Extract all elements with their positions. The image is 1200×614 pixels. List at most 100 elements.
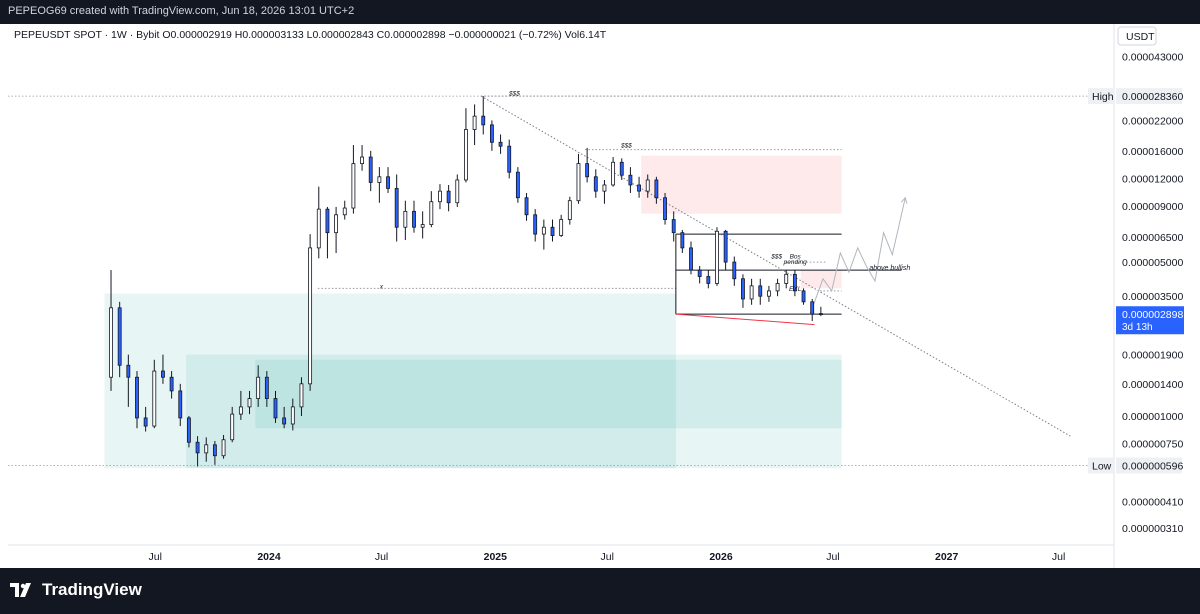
candle-body-down: [801, 290, 806, 303]
candle: [741, 274, 745, 308]
tradingview-brand: TradingView: [42, 580, 142, 599]
candle: [593, 169, 598, 198]
candle-body-up: [645, 179, 650, 192]
tradingview-logo-icon: [10, 583, 31, 597]
candle: [481, 96, 486, 135]
candle-body-down: [273, 398, 278, 419]
candle-body-up: [420, 224, 425, 228]
candle: [715, 227, 719, 286]
candle: [663, 192, 667, 225]
candle: [169, 371, 174, 399]
price-marker-value-box: [1116, 457, 1182, 474]
candle-body-up: [230, 413, 235, 441]
candle: [212, 440, 217, 465]
candle-body-down: [135, 376, 139, 419]
candle: [507, 139, 512, 179]
candle-body-down: [412, 210, 416, 228]
candle: [342, 200, 347, 220]
candle: [273, 390, 278, 423]
price-tick-label: 0.000005000: [1122, 257, 1183, 269]
candle-body-up: [256, 376, 261, 399]
candle: [567, 196, 572, 225]
candle-body-up: [749, 285, 754, 300]
last-price-countdown: 3d 13h: [1122, 322, 1153, 333]
candle: [559, 214, 564, 237]
time-tick-label: Jul: [1052, 551, 1065, 563]
candle-body-up: [541, 226, 546, 235]
candle-body-down: [169, 376, 174, 392]
candle-body-down: [195, 441, 200, 454]
candle: [801, 288, 806, 305]
candle-body-down: [697, 269, 702, 277]
price-axis: 0.000043000 0.000022000 0.000016000 0.00001…: [1088, 51, 1184, 535]
candle: [602, 179, 607, 204]
candle-body-down: [585, 163, 590, 178]
candle-body-up: [775, 283, 780, 292]
candle: [611, 157, 616, 187]
candle: [758, 278, 763, 305]
candle-body-up: [602, 184, 607, 192]
candle-body-up: [299, 383, 304, 408]
price-marker-value: 0.000028360: [1122, 91, 1183, 103]
time-tick-label: Jul: [375, 551, 388, 563]
candle: [308, 234, 313, 391]
supply-zone: [800, 270, 842, 289]
candle-body-up: [247, 398, 252, 408]
candle-body-down: [654, 179, 659, 199]
symbol-ohlc-line: PEPEUSDT SPOT · 1W · Bybit O0.000002919 …: [14, 29, 607, 41]
candle: [464, 108, 468, 183]
price-marker-value-box: [1116, 88, 1182, 105]
candle: [412, 200, 416, 233]
candle-body-up: [351, 163, 356, 209]
candle: [420, 211, 425, 239]
tradingview-logo[interactable]: TradingView: [10, 580, 142, 600]
candle-body-up: [576, 163, 581, 202]
chart-annotation: $$$: [770, 253, 782, 260]
candle: [394, 174, 399, 242]
candle: [446, 184, 451, 212]
candle: [386, 167, 390, 193]
candle: [377, 167, 382, 203]
candle-body-up: [715, 230, 719, 284]
candle-body-down: [593, 176, 598, 192]
candle-body-down: [732, 261, 737, 280]
candle: [810, 298, 815, 322]
candle: [792, 270, 797, 297]
candle-body-down: [533, 214, 538, 235]
price-tick-label: 0.000003500: [1122, 291, 1183, 303]
price-tick-label: 0.000001000: [1122, 411, 1183, 423]
price-marker-tag-box: [1088, 88, 1114, 105]
candle: [429, 191, 434, 228]
candle-body-up: [784, 273, 789, 284]
price-tick-label: 0.000006500: [1122, 232, 1183, 244]
candle: [152, 359, 157, 429]
candle-body-down: [758, 285, 763, 297]
candle: [247, 390, 252, 415]
trendline: [675, 313, 815, 326]
candle: [524, 192, 529, 221]
candle: [637, 176, 641, 198]
candle: [161, 354, 165, 384]
time-tick-label: 2027: [935, 551, 959, 563]
candle: [767, 285, 771, 302]
candle-body-down: [161, 370, 165, 378]
candle: [368, 150, 373, 192]
candle: [290, 398, 295, 431]
candle-body-up: [290, 406, 295, 425]
chart-caption: PEPEOG69 created with TradingView.com, J…: [8, 5, 355, 17]
currency-button[interactable]: USDT: [1117, 26, 1157, 46]
price-marker: Low 0.000000596: [1088, 457, 1183, 474]
candle: [316, 186, 321, 259]
candle: [238, 390, 243, 420]
chart-frame[interactable]: $$$ $$$ $$$ Bos pending above bullish EXL x 0.0…: [0, 24, 1200, 568]
candle: [178, 383, 183, 427]
candle-body-down: [282, 417, 287, 425]
candle-body-down: [187, 417, 191, 443]
candle: [585, 147, 590, 183]
candle: [706, 270, 711, 289]
candle-body-up: [334, 214, 339, 234]
candle-body-up: [429, 201, 434, 225]
candle: [749, 278, 754, 305]
